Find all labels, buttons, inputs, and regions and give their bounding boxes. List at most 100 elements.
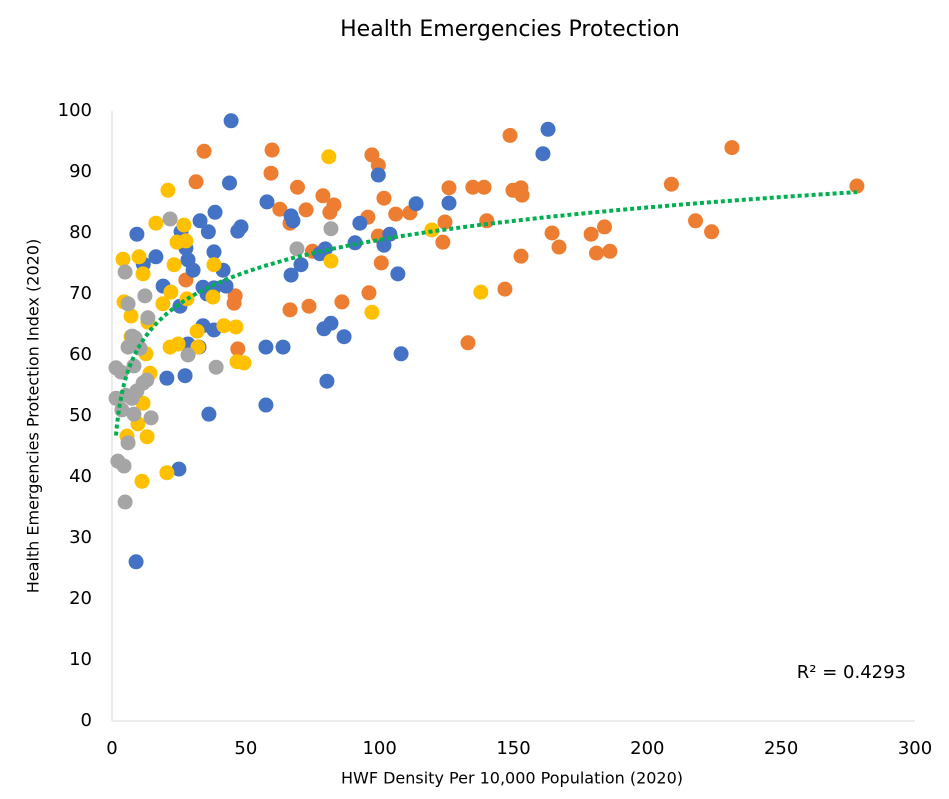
y-tick-label: 50: [69, 405, 92, 426]
scatter-point: [319, 373, 335, 389]
scatter-point: [189, 323, 205, 339]
scatter-point: [216, 318, 232, 334]
y-tick-label: 0: [81, 710, 92, 731]
scatter-point: [140, 310, 156, 326]
scatter-point: [597, 219, 613, 235]
scatter-point: [169, 234, 185, 250]
scatter-point: [535, 146, 551, 162]
r-squared-label: R² = 0.4293: [797, 662, 906, 683]
scatter-point: [166, 257, 182, 273]
x-tick-label: 100: [362, 738, 396, 759]
scatter-point: [316, 321, 332, 337]
scatter-point: [160, 182, 176, 198]
scatter-point: [206, 244, 222, 260]
y-tick-label: 80: [69, 222, 92, 243]
scatter-point: [258, 339, 274, 355]
scatter-point: [134, 473, 150, 489]
x-tick-label: 300: [898, 738, 932, 759]
scatter-point: [196, 143, 212, 159]
scatter-point: [117, 494, 133, 510]
y-tick-label: 10: [69, 649, 92, 670]
scatter-point: [460, 335, 476, 351]
scatter-point: [336, 329, 352, 345]
scatter-point: [226, 295, 242, 311]
scatter-point: [233, 219, 249, 235]
x-tick-label: 0: [106, 738, 117, 759]
scatter-point: [370, 167, 386, 183]
scatter-point: [171, 461, 187, 477]
scatter-point: [602, 243, 618, 259]
scatter-point: [408, 196, 424, 212]
scatter-point: [135, 266, 151, 282]
scatter-point: [230, 341, 246, 357]
scatter-point: [312, 246, 328, 262]
scatter-point: [263, 165, 279, 181]
scatter-point: [282, 302, 298, 318]
scatter-point: [361, 285, 377, 301]
scatter-point: [289, 241, 305, 257]
scatter-point: [143, 410, 159, 426]
scatter-point: [155, 296, 171, 312]
scatter-point: [185, 262, 201, 278]
scatter-point: [479, 213, 495, 229]
scatter-point: [315, 188, 331, 204]
scatter-point: [126, 406, 142, 422]
scatter-point: [116, 458, 132, 474]
scatter-point: [120, 435, 136, 451]
scatter-point: [124, 390, 140, 406]
scatter-point: [688, 213, 704, 229]
x-tick-label: 200: [630, 738, 664, 759]
scatter-point: [388, 206, 404, 222]
scatter-point: [259, 194, 275, 210]
scatter-point: [513, 248, 529, 264]
scatter-point: [588, 245, 604, 261]
scatter-point: [283, 267, 299, 283]
scatter-point: [373, 255, 389, 271]
scatter-point: [514, 187, 530, 203]
scatter-point: [293, 257, 309, 273]
scatter-point: [123, 308, 139, 324]
scatter-point: [551, 239, 567, 255]
scatter-point: [663, 176, 679, 192]
scatter-point: [275, 339, 291, 355]
scatter-point: [192, 213, 208, 229]
scatter-point: [393, 346, 409, 362]
scatter-point: [272, 201, 288, 217]
scatter-point: [176, 217, 192, 233]
scatter-point: [177, 368, 193, 384]
scatter-point: [704, 224, 720, 240]
scatter-point: [139, 429, 155, 445]
chart-title: Health Emergencies Protection: [340, 17, 680, 42]
scatter-point: [148, 249, 164, 265]
scatter-point: [376, 237, 392, 253]
scatter-point: [163, 284, 179, 300]
scatter-point: [188, 174, 204, 190]
scatter-point: [321, 149, 337, 165]
scatter-point: [301, 298, 317, 314]
x-tick-label: 250: [764, 738, 798, 759]
scatter-point: [162, 339, 178, 355]
scatter-point: [223, 113, 239, 129]
scatter-point: [544, 225, 560, 241]
scatter-point: [207, 204, 223, 220]
scatter-point: [200, 224, 216, 240]
scatter-point: [376, 190, 392, 206]
scatter-point: [131, 249, 147, 265]
y-axis-label: Health Emergencies Protection Index (202…: [24, 239, 43, 593]
y-tick-label: 70: [69, 283, 92, 304]
scatter-point: [382, 226, 398, 242]
scatter-point: [180, 347, 196, 363]
scatter-point: [120, 339, 136, 355]
scatter-point: [352, 215, 368, 231]
scatter-point: [137, 288, 153, 304]
scatter-point: [264, 142, 280, 158]
scatter-point: [126, 358, 142, 374]
scatter-point: [583, 226, 599, 242]
scatter-point: [117, 264, 133, 280]
y-tick-label: 30: [69, 527, 92, 548]
scatter-point: [228, 319, 244, 335]
trendline: [114, 190, 858, 436]
scatter-point: [258, 397, 274, 413]
scatter-point: [285, 213, 301, 229]
